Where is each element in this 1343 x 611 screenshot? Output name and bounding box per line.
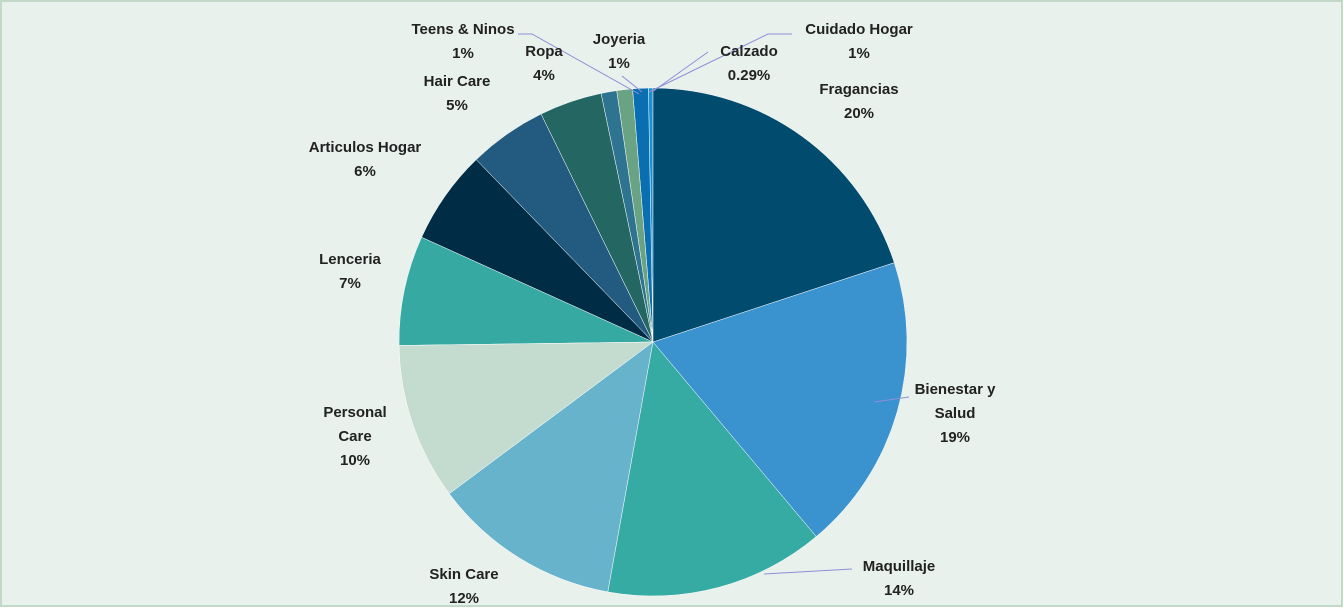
value-label: 4% xyxy=(533,67,555,84)
category-label: Ropa xyxy=(525,43,563,60)
pie-slice xyxy=(652,262,908,537)
leader-line xyxy=(651,51,709,93)
data-label: Personal Care 10% xyxy=(310,401,400,473)
category-label: Calzado xyxy=(720,43,778,60)
leader-line xyxy=(873,396,910,403)
data-label: Joyeria 1% xyxy=(593,28,646,76)
category-label: Teens & Ninos xyxy=(411,21,515,38)
data-label: Skin Care 12% xyxy=(429,563,498,611)
category-label: Personal Care xyxy=(323,404,387,445)
data-label: Bienestar y Salud 19% xyxy=(908,378,1003,450)
value-label: 0.29% xyxy=(727,67,771,84)
data-label: Hair Care 5% xyxy=(424,70,491,118)
value-label: 14% xyxy=(883,582,915,599)
value-label: 10% xyxy=(339,452,371,469)
data-label: Lenceria 7% xyxy=(319,248,381,296)
value-label: 1% xyxy=(608,55,630,72)
pie-slice xyxy=(652,87,895,343)
data-label: Fragancias 20% xyxy=(819,78,898,126)
category-label: Hair Care xyxy=(423,73,491,90)
category-label: Bienestar y Salud xyxy=(914,381,996,422)
value-label: 1% xyxy=(452,45,474,62)
data-label: Articulos Hogar 6% xyxy=(309,136,422,184)
category-label: Articulos Hogar xyxy=(308,139,422,156)
category-label: Skin Care xyxy=(429,566,499,583)
pie-slice xyxy=(448,341,654,593)
pie-slice xyxy=(398,236,654,346)
pie-slice xyxy=(607,341,817,597)
data-label: Calzado 0.29% xyxy=(720,40,778,88)
value-label: 7% xyxy=(339,275,361,292)
value-label: 6% xyxy=(354,163,376,180)
value-label: 1% xyxy=(848,45,870,62)
data-label: Maquillaje 14% xyxy=(863,555,936,603)
value-label: 5% xyxy=(446,97,468,114)
data-label: Cuidado Hogar 1% xyxy=(805,18,913,66)
leader-line xyxy=(621,75,643,93)
leader-lines xyxy=(518,33,910,575)
leader-line xyxy=(518,33,640,95)
data-label: Ropa 4% xyxy=(525,40,563,88)
value-label: 19% xyxy=(939,429,971,446)
data-label: Teens & Ninos 1% xyxy=(411,18,514,66)
pie-slice xyxy=(398,341,654,495)
leader-line xyxy=(763,568,853,575)
category-label: Fragancias xyxy=(819,81,899,98)
leader-line xyxy=(648,33,792,93)
category-label: Joyeria xyxy=(592,31,646,48)
category-label: Maquillaje xyxy=(862,558,936,575)
category-label: Cuidado Hogar xyxy=(805,21,913,38)
value-label: 20% xyxy=(843,105,875,122)
value-label: 12% xyxy=(448,590,480,607)
category-label: Lenceria xyxy=(319,251,381,268)
